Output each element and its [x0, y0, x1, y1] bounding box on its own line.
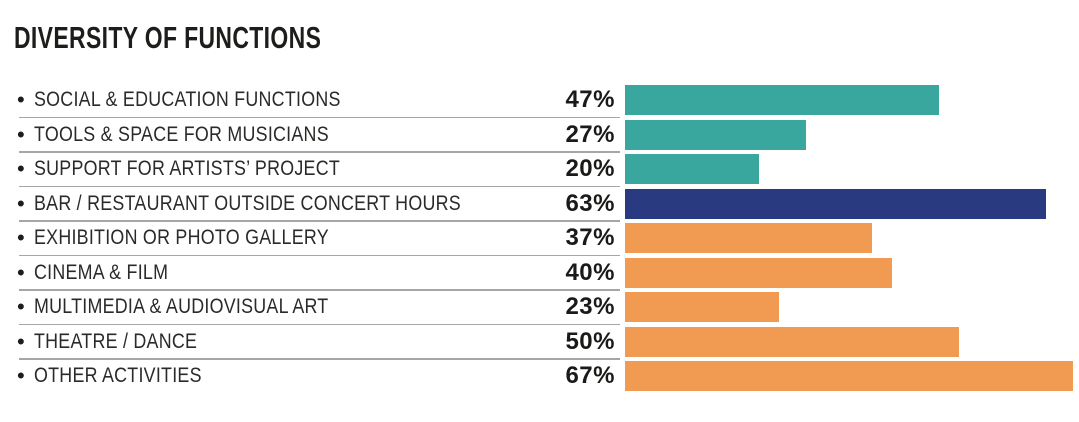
value-label: 40% — [565, 258, 615, 286]
chart-row: • SUPPORT FOR ARTISTS’ PROJECT 20% — [0, 154, 1079, 188]
bar — [625, 119, 806, 150]
row-left: • SUPPORT FOR ARTISTS’ PROJECT 20% — [0, 155, 615, 183]
category-label: SOCIAL & EDUCATION FUNCTIONS — [33, 88, 341, 111]
bar-track — [625, 326, 1073, 357]
bullet-icon: • — [17, 259, 25, 285]
value-label: 63% — [565, 189, 615, 217]
bar-chart: • SOCIAL & EDUCATION FUNCTIONS 47% • TOOLS… — [0, 85, 1079, 396]
bar-track — [625, 85, 1073, 115]
bar-track — [625, 119, 1073, 150]
category-label: BAR / RESTAURANT OUTSIDE CONCERT HOURS — [33, 191, 461, 215]
row-left: • OTHER ACTIVITIES 67% — [0, 362, 615, 390]
chart-row: • OTHER ACTIVITIES 67% — [0, 361, 1079, 391]
value-label: 37% — [565, 224, 615, 251]
row-left: • EXHIBITION OR PHOTO GALLERY 37% — [0, 224, 615, 252]
row-left: • SOCIAL & EDUCATION FUNCTIONS 47% — [0, 86, 615, 114]
bar-track — [625, 361, 1073, 391]
bullet-icon: • — [17, 121, 25, 147]
row-left: • CINEMA & FILM 40% — [0, 259, 615, 287]
chart-row: • CINEMA & FILM 40% — [0, 257, 1079, 291]
bullet-icon: • — [17, 190, 25, 216]
value-label: 20% — [565, 155, 615, 182]
bullet-icon: • — [17, 363, 25, 388]
bar-track — [625, 154, 1073, 184]
chart-row: • MULTIMEDIA & AUDIOVISUAL ART 23% — [0, 292, 1079, 326]
bar — [625, 292, 779, 322]
value-label: 27% — [565, 120, 615, 148]
row-left: • MULTIMEDIA & AUDIOVISUAL ART 23% — [0, 293, 615, 321]
chart-title: DIVERSITY OF FUNCTIONS — [14, 20, 322, 55]
category-label: TOOLS & SPACE FOR MUSICIANS — [33, 122, 329, 146]
category-label: EXHIBITION OR PHOTO GALLERY — [33, 226, 329, 249]
value-label: 67% — [565, 362, 615, 389]
bullet-icon: • — [17, 87, 25, 112]
bar-track — [625, 292, 1073, 322]
bar — [625, 361, 1073, 391]
value-label: 23% — [565, 293, 615, 320]
row-left: • THEATRE / DANCE 50% — [0, 328, 615, 356]
category-label: MULTIMEDIA & AUDIOVISUAL ART — [33, 295, 329, 318]
bar — [625, 188, 1047, 219]
bar — [625, 257, 893, 288]
chart-row: • BAR / RESTAURANT OUTSIDE CONCERT HOURS … — [0, 188, 1079, 222]
value-label: 50% — [565, 327, 615, 355]
bullet-icon: • — [17, 328, 25, 354]
bar — [625, 154, 759, 184]
bar — [625, 85, 940, 115]
bullet-icon: • — [17, 294, 25, 319]
bar — [625, 326, 960, 357]
category-label: CINEMA & FILM — [33, 260, 168, 284]
category-label: SUPPORT FOR ARTISTS’ PROJECT — [33, 157, 340, 180]
chart-row: • TOOLS & SPACE FOR MUSICIANS 27% — [0, 119, 1079, 153]
bullet-icon: • — [17, 225, 25, 250]
row-left: • TOOLS & SPACE FOR MUSICIANS 27% — [0, 121, 615, 149]
row-left: • BAR / RESTAURANT OUTSIDE CONCERT HOURS … — [0, 190, 615, 218]
bar-track — [625, 223, 1073, 253]
chart-row: • THEATRE / DANCE 50% — [0, 326, 1079, 360]
chart-row: • SOCIAL & EDUCATION FUNCTIONS 47% — [0, 85, 1079, 119]
bar — [625, 223, 873, 253]
category-label: OTHER ACTIVITIES — [33, 364, 202, 387]
bar-track — [625, 257, 1073, 288]
chart-row: • EXHIBITION OR PHOTO GALLERY 37% — [0, 223, 1079, 257]
category-label: THEATRE / DANCE — [33, 329, 197, 353]
bullet-icon: • — [17, 156, 25, 181]
value-label: 47% — [565, 86, 615, 113]
bar-track — [625, 188, 1073, 219]
